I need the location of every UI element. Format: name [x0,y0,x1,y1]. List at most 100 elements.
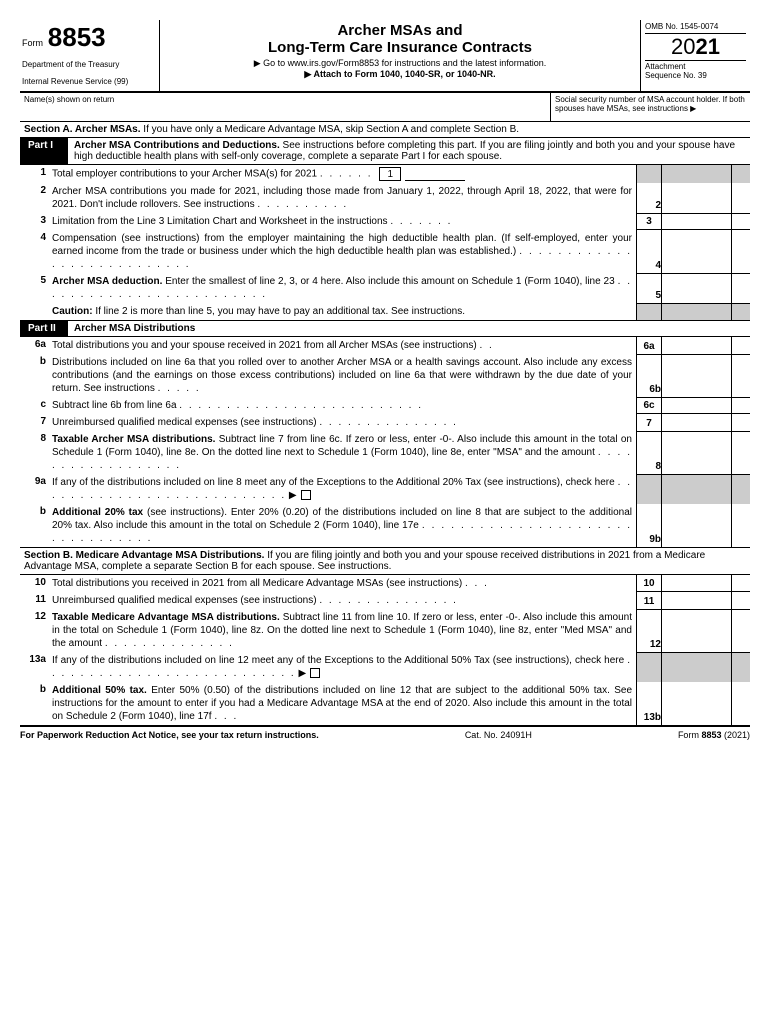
line-11-input[interactable] [662,592,732,609]
line-2-box: 2 [636,183,662,213]
part-1-header: Part I Archer MSA Contributions and Dedu… [20,138,750,165]
line-6c: c Subtract line 6b from line 6a . . . . … [20,397,750,414]
attachment-text: Attachment [645,62,685,71]
line-13a-box-shade [636,652,662,682]
line-11-cents[interactable] [732,592,750,609]
line-13b-cents[interactable] [732,682,750,725]
line-10-text: Total distributions you received in 2021… [50,575,636,592]
line-9b-input[interactable] [662,504,732,547]
line-9a-box-shade [636,474,662,504]
line-6a: 6a Total distributions you and your spou… [20,337,750,354]
l7-text: Unreimbursed qualified medical expenses … [52,417,317,428]
line-13a: 13a If any of the distributions included… [20,652,750,682]
caution-text: Caution: If line 2 is more than line 5, … [50,303,636,320]
line-13b-input[interactable] [662,682,732,725]
line-9a-cents-shade [732,474,750,504]
form-ref: Form 8853 (2021) [678,730,750,740]
line-12-num: 12 [20,609,50,652]
attachment-label: AttachmentSequence No. 39 [645,60,746,80]
department-treasury: Department of the Treasury [22,61,155,70]
line-5-cents[interactable] [732,273,750,303]
l5-box: 5 [655,290,661,301]
l4-box: 4 [655,260,661,271]
l6a-text: Total distributions you and your spouse … [52,340,477,351]
caution-num [20,303,50,320]
form-label: Form [22,38,43,48]
line-6c-input[interactable] [662,397,732,414]
line-3: 3 Limitation from the Line 3 Limitation … [20,213,750,230]
line-2-input[interactable] [662,183,732,213]
line-9b-cents[interactable] [732,504,750,547]
line-7-num: 7 [20,414,50,431]
line-8: 8 Taxable Archer MSA distributions. Subt… [20,431,750,474]
line-7-input[interactable] [662,414,732,431]
ssn-field[interactable]: Social security number of MSA account ho… [550,93,750,121]
line-8-cents[interactable] [732,431,750,474]
form-title-2: Long-Term Care Insurance Contracts [168,39,632,56]
caution-cents-shade [732,303,750,320]
footer-left: For Paperwork Reduction Act Notice, see … [20,730,319,740]
line-1-box: 1 [379,167,401,181]
line-13b: b Additional 50% tax. Enter 50% (0.50) o… [20,682,750,726]
line-13a-checkbox[interactable] [310,668,320,678]
line-8-input[interactable] [662,431,732,474]
attach-note: ▶ Attach to Form 1040, 1040-SR, or 1040-… [168,69,632,80]
line-6b-cents[interactable] [732,354,750,397]
line-6c-cents[interactable] [732,397,750,414]
l5-bold: Archer MSA deduction. [52,276,162,287]
names-on-return[interactable]: Name(s) shown on return [20,93,550,121]
line-8-num: 8 [20,431,50,474]
line-6a-num: 6a [20,337,50,354]
l9b-box: 9b [649,534,661,545]
line-2-cents[interactable] [732,183,750,213]
line-4-cents[interactable] [732,230,750,273]
line-3-cents[interactable] [732,213,750,230]
line-10: 10 Total distributions you received in 2… [20,575,750,592]
line-4-text: Compensation (see instructions) from the… [50,230,636,273]
line-13b-text: Additional 50% tax. Enter 50% (0.50) of … [50,682,636,725]
line-9b: b Additional 20% tax (see instructions).… [20,504,750,548]
year-suffix: 21 [696,34,720,59]
paperwork-notice: For Paperwork Reduction Act Notice, see … [20,730,319,740]
line-7-text: Unreimbursed qualified medical expenses … [50,414,636,431]
line-5-box: 5 [636,273,662,303]
part-2-label: Part II [20,321,68,336]
line-1-input[interactable] [405,167,465,181]
line-7-box: 7 [636,414,662,431]
l11-text: Unreimbursed qualified medical expenses … [52,595,317,606]
line-7-cents[interactable] [732,414,750,431]
line-6b-input[interactable] [662,354,732,397]
l8-box: 8 [655,461,661,472]
section-a-header: Section A. Archer MSAs. If you have only… [20,122,750,138]
line-8-text: Taxable Archer MSA distributions. Subtra… [50,431,636,474]
line-12: 12 Taxable Medicare Advantage MSA distri… [20,609,750,652]
line-12-text: Taxable Medicare Advantage MSA distribut… [50,609,636,652]
line-5-input[interactable] [662,273,732,303]
line-10-input[interactable] [662,575,732,592]
line-2: 2 Archer MSA contributions you made for … [20,183,750,213]
tax-year: 2021 [645,34,746,60]
l3-text: Limitation from the Line 3 Limitation Ch… [52,216,388,227]
section-b-header: Section B. Medicare Advantage MSA Distri… [20,548,750,575]
arrow-icon-2: ▶ [298,667,306,680]
line-13a-cents-shade [732,652,750,682]
line-5-text: Archer MSA deduction. Enter the smallest… [50,273,636,303]
line-10-cents[interactable] [732,575,750,592]
l6b-box: 6b [649,384,661,395]
l6b-text: Distributions included on line 6a that y… [52,357,632,394]
irs-label: Internal Revenue Service (99) [22,78,155,87]
line-12-input[interactable] [662,609,732,652]
line-12-cents[interactable] [732,609,750,652]
year-prefix: 20 [671,34,695,59]
line-3-input[interactable] [662,213,732,230]
line-9a-num: 9a [20,474,50,504]
form-header: Form 8853 Department of the Treasury Int… [20,20,750,93]
line-9b-num: b [20,504,50,547]
line-4-input[interactable] [662,230,732,273]
line-9a-text: If any of the distributions included on … [50,474,636,504]
line-6a-input[interactable] [662,337,732,354]
line-9a-checkbox[interactable] [301,490,311,500]
l2-box: 2 [655,200,661,211]
line-1: 1 Total employer contributions to your A… [20,165,750,183]
line-6a-cents[interactable] [732,337,750,354]
